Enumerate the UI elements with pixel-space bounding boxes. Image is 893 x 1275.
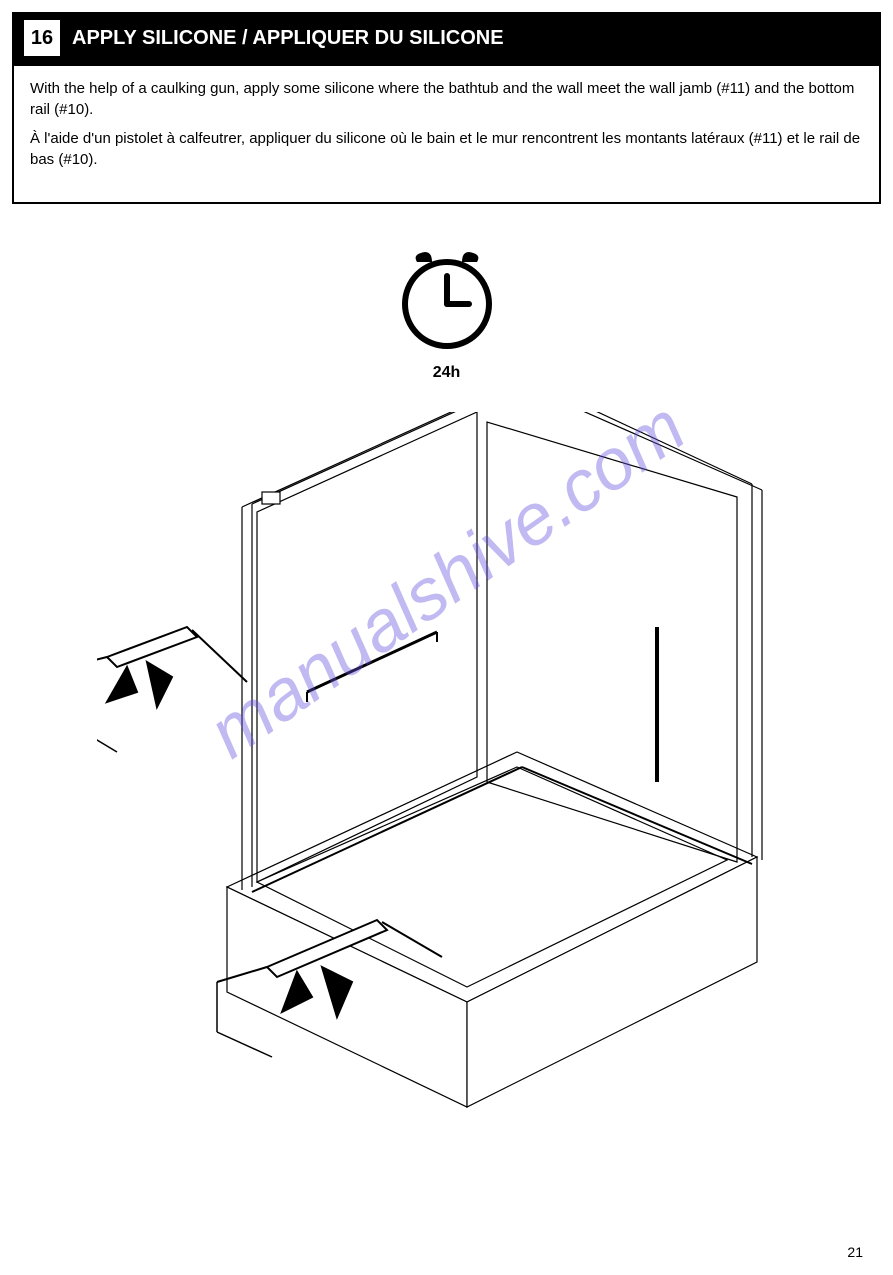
caulk-gun-top-icon xyxy=(97,627,247,752)
diagram-container xyxy=(97,412,797,1112)
instruction-box: With the help of a caulking gun, apply s… xyxy=(12,64,881,204)
step-number-box: 16 xyxy=(24,20,60,56)
shower-diagram xyxy=(97,412,797,1112)
instruction-en: With the help of a caulking gun, apply s… xyxy=(30,78,863,120)
clock-icon xyxy=(397,244,497,354)
step-title: APPLY SILICONE / APPLIQUER DU SILICONE xyxy=(72,27,504,50)
instruction-fr: À l'aide d'un pistolet à calfeutrer, app… xyxy=(30,128,863,170)
step-number: 16 xyxy=(31,27,53,50)
wait-time-label: 24h xyxy=(433,364,461,382)
step-header: 16 APPLY SILICONE / APPLIQUER DU SILICON… xyxy=(12,12,881,64)
clock-container: 24h xyxy=(0,244,893,382)
page-number: 21 xyxy=(847,1244,863,1260)
